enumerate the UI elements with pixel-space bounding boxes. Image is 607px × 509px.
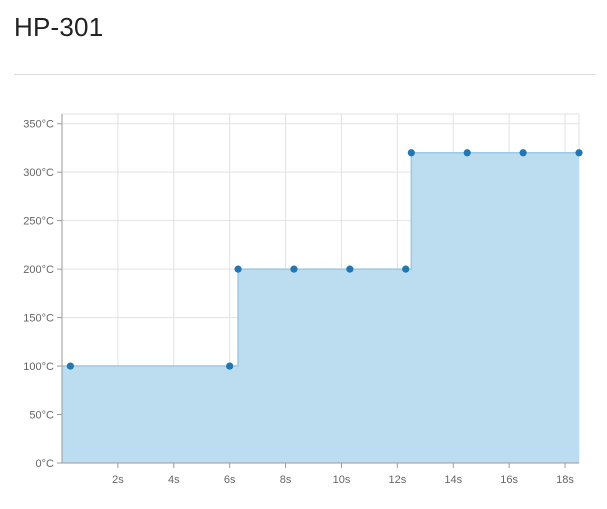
x-tick-label: 18s: [556, 474, 574, 486]
title-divider: [14, 74, 596, 75]
data-point: [463, 149, 471, 157]
data-point: [66, 362, 74, 370]
x-tick-label: 10s: [333, 474, 351, 486]
data-point: [575, 149, 583, 157]
data-point: [234, 265, 242, 273]
data-point: [402, 265, 410, 273]
data-point: [519, 149, 527, 157]
x-tick-label: 12s: [388, 474, 406, 486]
area-line: [62, 152, 579, 367]
page-title: HP-301: [14, 12, 104, 42]
y-tick-label: 150°C: [23, 313, 54, 325]
x-tick-labels: 2s 4s 6s 8s 10s 12s 14s 16s 18s: [112, 474, 574, 486]
y-tick-label: 50°C: [29, 410, 54, 422]
x-tick-label: 2s: [112, 474, 124, 486]
y-tick-label: 100°C: [23, 361, 54, 373]
y-tick-label: 250°C: [23, 216, 54, 228]
data-point: [346, 265, 354, 273]
x-tick-label: 8s: [280, 474, 292, 486]
data-point: [407, 149, 415, 157]
y-tick-label: 0°C: [36, 458, 55, 470]
data-point: [290, 265, 298, 273]
x-tick-label: 6s: [224, 474, 236, 486]
data-point: [226, 362, 234, 370]
x-tick-label: 4s: [168, 474, 180, 486]
x-tick-label: 14s: [444, 474, 462, 486]
y-tick-labels: 0°C 50°C 100°C 150°C 200°C 250°C 300°C 350°C: [23, 119, 54, 470]
area-series: [62, 152, 579, 463]
y-tick-label: 200°C: [23, 264, 54, 276]
x-tick-label: 16s: [500, 474, 518, 486]
y-tick-label: 350°C: [23, 119, 54, 131]
data-points: [66, 149, 583, 370]
area-fill: [62, 152, 579, 463]
axes: [57, 114, 579, 468]
y-tick-label: 300°C: [23, 167, 54, 179]
